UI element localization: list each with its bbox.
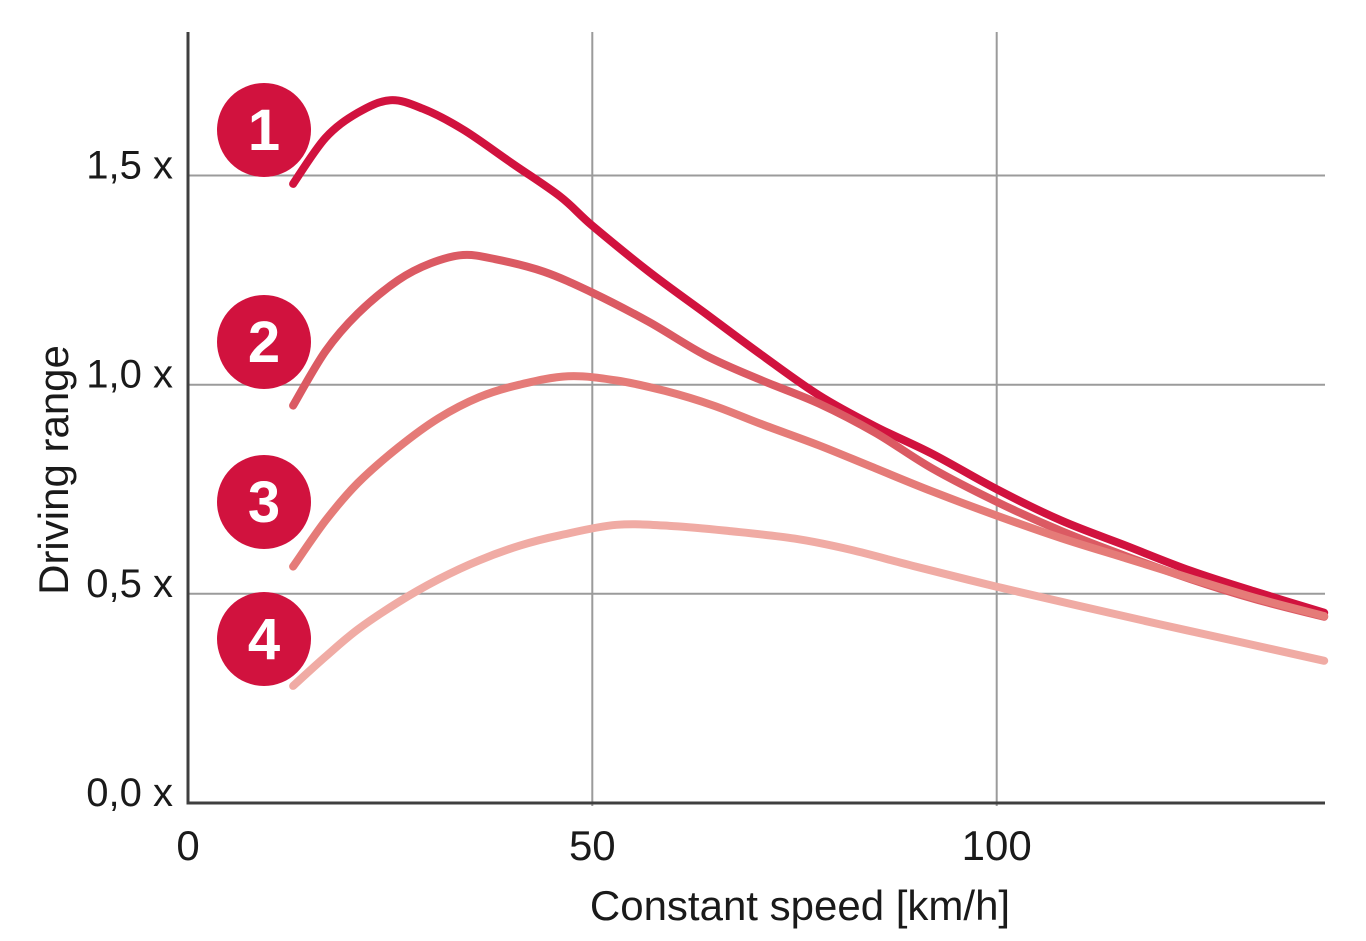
y-tick-0-0: 0,0 x [86, 771, 173, 815]
x-tick-50: 50 [569, 822, 616, 869]
series-3-badge-circle [217, 455, 311, 549]
series-4-badge-label: 4 [248, 607, 280, 672]
y-tick-1-5: 1,5 x [86, 144, 173, 188]
curve-series-1 [289, 96, 1329, 617]
axes [186, 32, 1325, 805]
series-3-badge-label: 3 [248, 470, 280, 535]
x-tick-0: 0 [176, 822, 199, 869]
series-badges: 1 2 3 4 [217, 83, 311, 686]
series-1-badge: 1 [217, 83, 311, 177]
series-2-badge-label: 2 [248, 310, 280, 375]
gridlines [188, 32, 1325, 806]
series-2-badge: 2 [217, 295, 311, 389]
axis-labels: 0,0 x 0,5 x 1,0 x 1,5 x 0 50 100 Constan… [30, 144, 1032, 930]
curves [289, 96, 1329, 690]
series-4-badge-circle [217, 592, 311, 686]
series-2-badge-circle [217, 295, 311, 389]
x-axis-title: Constant speed [km/h] [590, 882, 1010, 929]
curve-series-3 [289, 372, 1329, 620]
y-tick-0-5: 0,5 x [86, 562, 173, 606]
series-1-badge-label: 1 [248, 98, 280, 163]
series-1-badge-circle [217, 83, 311, 177]
x-tick-100: 100 [962, 822, 1032, 869]
y-tick-1-0: 1,0 x [86, 353, 173, 397]
series-4-badge: 4 [217, 592, 311, 686]
y-axis-title: Driving range [30, 345, 77, 595]
curve-series-4 [289, 520, 1329, 690]
series-3-badge: 3 [217, 455, 311, 549]
